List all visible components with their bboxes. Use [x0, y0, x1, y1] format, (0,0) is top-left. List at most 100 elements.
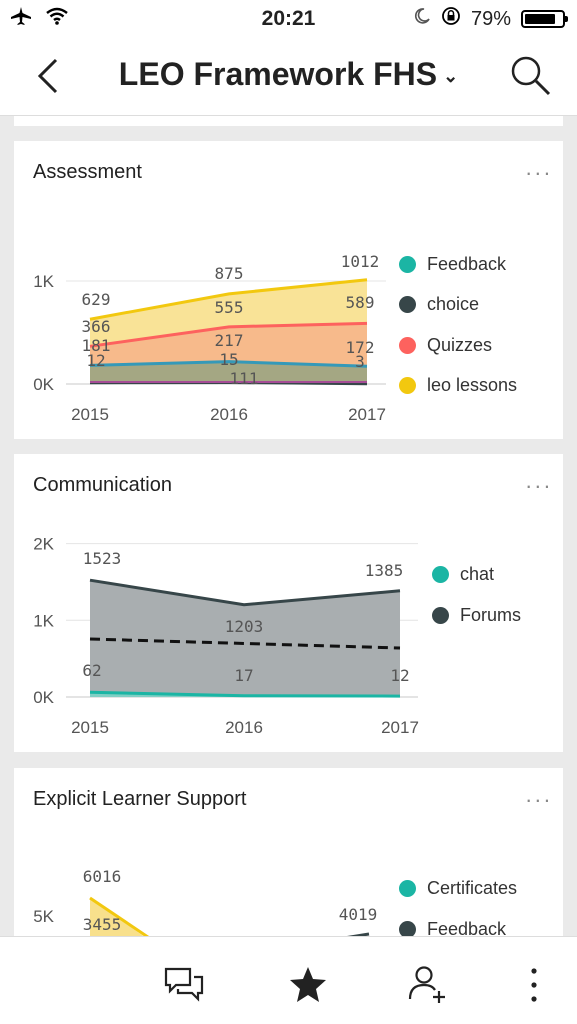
legend-dot — [399, 880, 416, 897]
tile-assessment[interactable]: 0K 1K 629 875 1012 366 555 589 181 217 172 12 15 3 111… — [14, 141, 563, 439]
tile-title: Communication — [33, 474, 172, 496]
more-options-icon[interactable]: ... — [525, 468, 553, 493]
data-label: 1012 — [341, 252, 380, 271]
legend-label: Certificates — [427, 878, 518, 898]
data-label: 181 — [82, 336, 111, 355]
data-label: 15 — [219, 350, 238, 369]
series-line — [89, 321, 368, 348]
more-options-icon[interactable]: ... — [525, 155, 553, 180]
data-label: 3 — [355, 352, 365, 371]
legend-label: Feedback — [427, 919, 507, 936]
tile-communication[interactable]: 0K 1K 2K 1523 1203 1385 62 17 12 2015 2016 2017 Com… — [14, 454, 563, 752]
legend-dot — [432, 607, 449, 624]
legend-dot — [399, 921, 416, 936]
data-label: 3455 — [83, 915, 122, 934]
tile-explicit-learner-support[interactable]: 5K 6016 3455 4019 Explicit Learner Support … — [14, 768, 563, 936]
y-tick-label: 5K — [33, 907, 54, 926]
legend-item[interactable]: Forums — [432, 605, 521, 626]
data-label: 875 — [215, 264, 244, 283]
series-area — [90, 361, 367, 384]
assessment-chart: 0K 1K 629 875 1012 366 555 589 181 217 172 12 15 3 111… — [33, 252, 386, 424]
status-time: 20:21 — [261, 7, 316, 30]
communication-chart: 0K 1K 2K 1523 1203 1385 62 17 12 2015 2016 2017 — [33, 535, 419, 737]
data-label: 6016 — [83, 867, 122, 886]
data-label: 172 — [346, 338, 375, 357]
data-label: 17 — [234, 666, 253, 685]
invite-button[interactable] — [406, 963, 450, 1007]
y-tick-label: 2K — [33, 535, 54, 554]
more-button[interactable] — [512, 963, 556, 1007]
data-label: 1385 — [365, 561, 404, 580]
legend-dot — [399, 296, 416, 313]
data-label: 629 — [82, 290, 111, 309]
dashboard-title-dropdown[interactable]: LEO Framework FHS ⌄ — [0, 56, 577, 93]
x-tick-label: 2016 — [225, 718, 263, 737]
x-tick-label: 2016 — [210, 405, 248, 424]
tile-title: Assessment — [33, 161, 142, 183]
y-tick-label: 1K — [33, 611, 54, 630]
x-tick-label: 2017 — [381, 718, 419, 737]
legend-item[interactable]: Quizzes — [399, 335, 492, 356]
legend-item[interactable]: Feedback — [399, 254, 506, 275]
y-tick-label: 0K — [33, 375, 54, 394]
search-button[interactable] — [509, 54, 553, 98]
series-line — [89, 278, 368, 321]
rotation-lock-icon — [441, 6, 461, 32]
legend-label: Feedback — [427, 254, 507, 274]
search-icon — [511, 56, 551, 96]
y-tick-label: 0K — [33, 688, 54, 707]
tile-title: Explicit Learner Support — [33, 788, 247, 810]
legend-dot — [432, 566, 449, 583]
legend-dot — [399, 337, 416, 354]
legend-label: chat — [460, 564, 495, 584]
x-tick-label: 2017 — [348, 405, 386, 424]
page-title: LEO Framework FHS — [118, 56, 438, 92]
x-tick-label: 2015 — [71, 405, 109, 424]
data-label: 111 — [230, 369, 259, 388]
favorite-button[interactable] — [286, 963, 330, 1007]
series-line — [89, 578, 401, 607]
legend-label: choice — [427, 294, 480, 314]
legend-item[interactable]: leo lessons — [399, 375, 517, 396]
legend-dot — [399, 256, 416, 273]
star-icon — [290, 967, 326, 1002]
vertical-ellipsis-icon — [531, 968, 537, 1002]
nav-bar: LEO Framework FHS ⌄ — [0, 36, 577, 116]
trend-line — [89, 637, 401, 650]
series-area — [90, 692, 400, 697]
moon-icon — [413, 7, 431, 31]
legend-item[interactable]: Certificates — [399, 878, 517, 899]
legend-label: Quizzes — [427, 335, 493, 355]
series-line — [89, 690, 401, 698]
data-label: 1203 — [225, 617, 264, 636]
chevron-down-icon: ⌄ — [443, 66, 459, 87]
legend-item[interactable]: choice — [399, 294, 479, 315]
series-line — [89, 360, 368, 368]
data-label: 589 — [346, 293, 375, 312]
legend-item[interactable]: Feedback — [399, 919, 506, 936]
series-line — [89, 896, 150, 936]
back-button[interactable] — [30, 54, 70, 98]
battery-percent: 79% — [470, 7, 511, 30]
legend-item[interactable]: chat — [432, 564, 494, 585]
learner-support-chart: 5K 6016 3455 4019 — [33, 867, 378, 936]
status-bar: 20:21 79% — [0, 0, 577, 36]
bottom-toolbar — [0, 936, 577, 1024]
data-label: 217 — [215, 331, 244, 350]
data-label: 4019 — [339, 905, 378, 924]
legend-dot — [399, 377, 416, 394]
data-label: 1523 — [83, 549, 122, 568]
data-label: 366 — [82, 317, 111, 336]
airplane-icon — [10, 6, 32, 32]
previous-tile — [14, 116, 563, 126]
battery-icon — [521, 10, 568, 28]
comments-button[interactable] — [162, 963, 206, 1007]
series-area — [90, 580, 400, 697]
dashboard-content[interactable]: 0K 1K 629 875 1012 366 555 589 181 217 172 12 15 3 111… — [0, 116, 577, 936]
data-label: 12 — [86, 351, 105, 370]
x-tick-label: 2015 — [71, 718, 109, 737]
comments-icon — [164, 967, 204, 1002]
more-options-icon[interactable]: ... — [525, 782, 553, 807]
chevron-left-icon — [37, 58, 58, 94]
legend-label: leo lessons — [427, 375, 518, 395]
